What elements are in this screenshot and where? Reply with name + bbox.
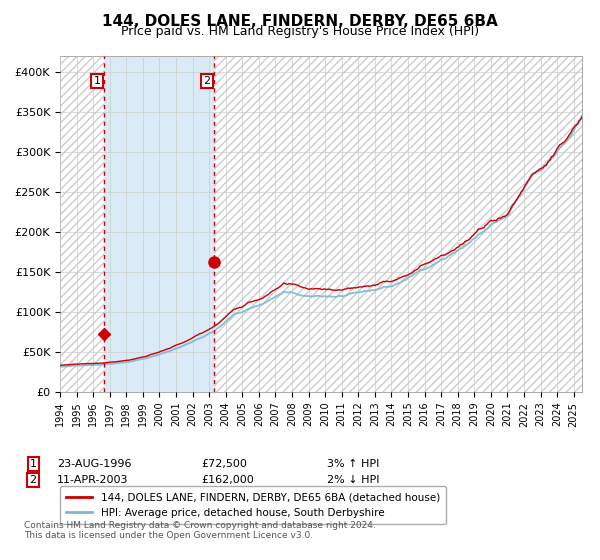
Bar bbox=[104, 56, 214, 392]
Text: 1: 1 bbox=[94, 76, 101, 86]
Text: 2: 2 bbox=[203, 76, 211, 86]
Text: Contains HM Land Registry data © Crown copyright and database right 2024.
This d: Contains HM Land Registry data © Crown c… bbox=[24, 521, 376, 540]
Bar bbox=[60, 56, 104, 392]
Text: 11-APR-2003: 11-APR-2003 bbox=[57, 475, 128, 485]
Text: £72,500: £72,500 bbox=[201, 459, 247, 469]
Text: 144, DOLES LANE, FINDERN, DERBY, DE65 6BA: 144, DOLES LANE, FINDERN, DERBY, DE65 6B… bbox=[102, 14, 498, 29]
Text: Price paid vs. HM Land Registry's House Price Index (HPI): Price paid vs. HM Land Registry's House … bbox=[121, 25, 479, 38]
Text: 1: 1 bbox=[29, 459, 37, 469]
Text: 3% ↑ HPI: 3% ↑ HPI bbox=[327, 459, 379, 469]
Legend: 144, DOLES LANE, FINDERN, DERBY, DE65 6BA (detached house), HPI: Average price, : 144, DOLES LANE, FINDERN, DERBY, DE65 6B… bbox=[60, 486, 446, 524]
Text: £162,000: £162,000 bbox=[201, 475, 254, 485]
Text: 2% ↓ HPI: 2% ↓ HPI bbox=[327, 475, 380, 485]
Text: 2: 2 bbox=[29, 475, 37, 485]
Bar bbox=[214, 56, 582, 392]
Text: 23-AUG-1996: 23-AUG-1996 bbox=[57, 459, 131, 469]
